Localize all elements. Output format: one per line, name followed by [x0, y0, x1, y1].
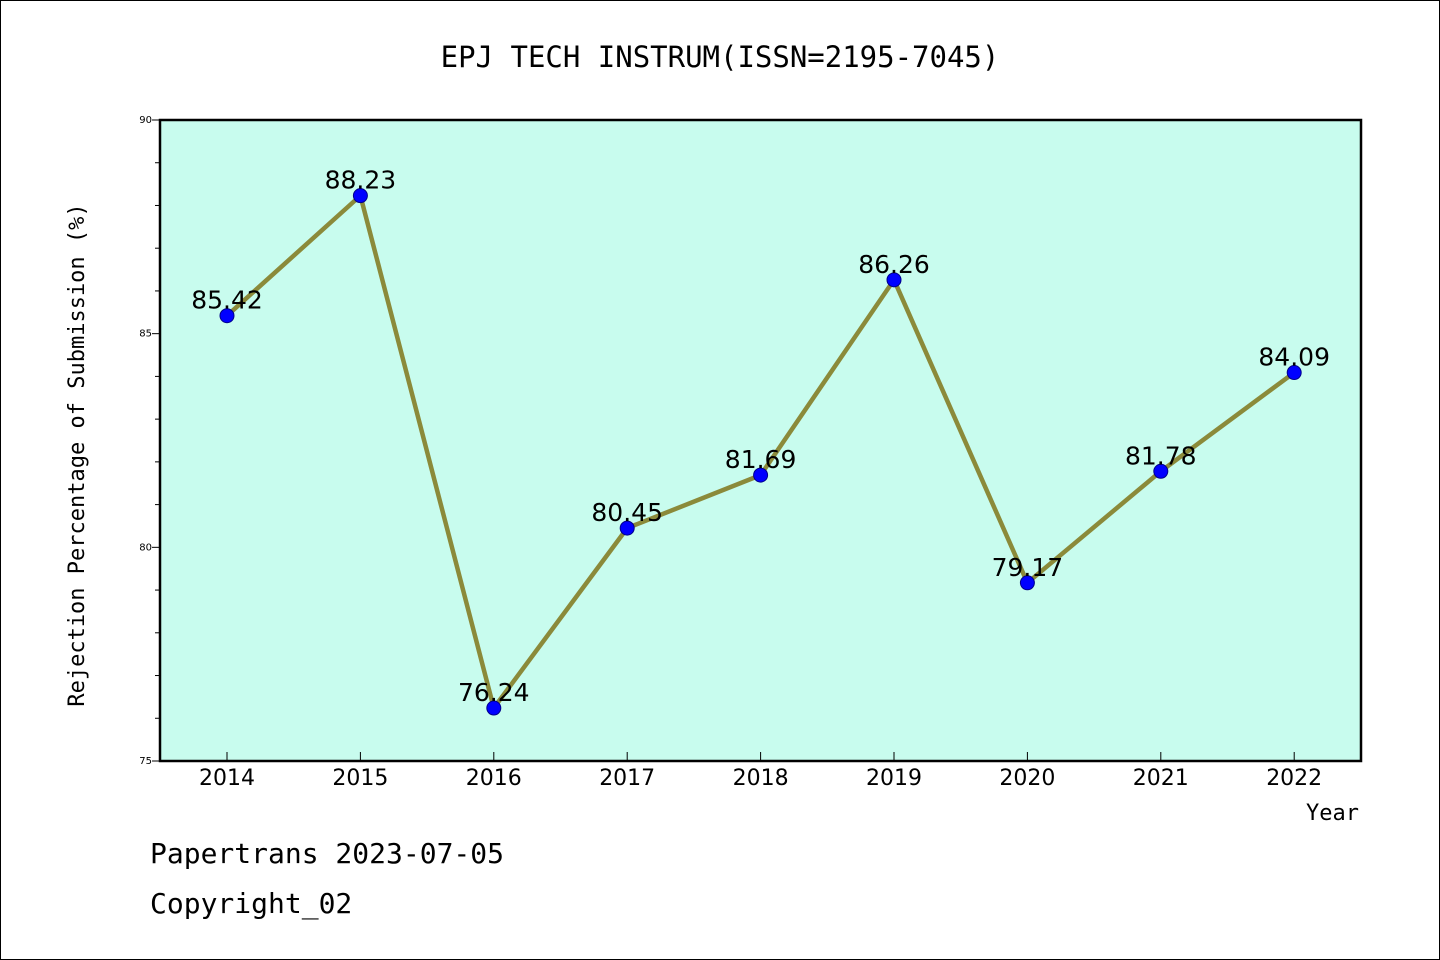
x-tick-label: 2020	[999, 766, 1055, 791]
x-tick-label: 2014	[199, 766, 255, 791]
data-point-marker	[1153, 463, 1169, 479]
data-value-label: 76.24	[458, 678, 530, 707]
data-value-label: 88.23	[325, 166, 397, 195]
data-value-label: 80.45	[591, 498, 663, 527]
data-point-marker	[753, 467, 769, 483]
data-value-label: 81.78	[1125, 441, 1197, 470]
plot-area	[158, 118, 1363, 763]
data-value-label: 81.69	[725, 445, 797, 474]
y-tick-label: 80	[139, 542, 152, 553]
data-point-marker	[1286, 365, 1302, 381]
data-point-marker	[219, 308, 235, 324]
x-tick-label: 2015	[332, 766, 388, 791]
chart-title: EPJ TECH INSTRUM(ISSN=2195-7045)	[441, 40, 1000, 74]
data-value-label: 84.09	[1258, 343, 1330, 372]
data-point-marker	[352, 188, 368, 204]
data-value-label: 86.26	[858, 250, 930, 279]
y-axis: 75 80 85 90	[139, 115, 160, 767]
data-value-label: 79.17	[992, 553, 1064, 582]
series-markers	[219, 188, 1302, 716]
y-tick-label: 85	[139, 329, 152, 340]
x-tick-label: 2018	[733, 766, 789, 791]
data-point-marker	[619, 520, 635, 536]
footer-date-text: Papertrans 2023-07-05	[150, 837, 504, 870]
x-tick-label: 2022	[1266, 766, 1322, 791]
footer-copyright-text: Copyright_02	[150, 887, 352, 921]
data-point-marker	[486, 700, 502, 716]
x-axis-label: Year	[1306, 801, 1359, 826]
x-tick-label: 2019	[866, 766, 922, 791]
y-tick-label: 75	[139, 756, 152, 767]
y-tick-label: 90	[139, 115, 152, 126]
y-axis-label: Rejection Percentage of Submission (%)	[65, 203, 90, 706]
data-value-label: 85.42	[191, 286, 263, 315]
data-point-marker	[886, 272, 902, 288]
x-axis: 2014 2015 2016 2017 2018 2019 2020 2021 2022	[199, 752, 1322, 791]
data-labels: 85.42 88.23 76.24 80.45 81.69 86.26 79.17 81.78…	[191, 166, 1330, 707]
data-point-marker	[1019, 575, 1035, 591]
x-tick-label: 2016	[466, 766, 522, 791]
x-tick-label: 2021	[1133, 766, 1189, 791]
x-tick-label: 2017	[599, 766, 655, 791]
